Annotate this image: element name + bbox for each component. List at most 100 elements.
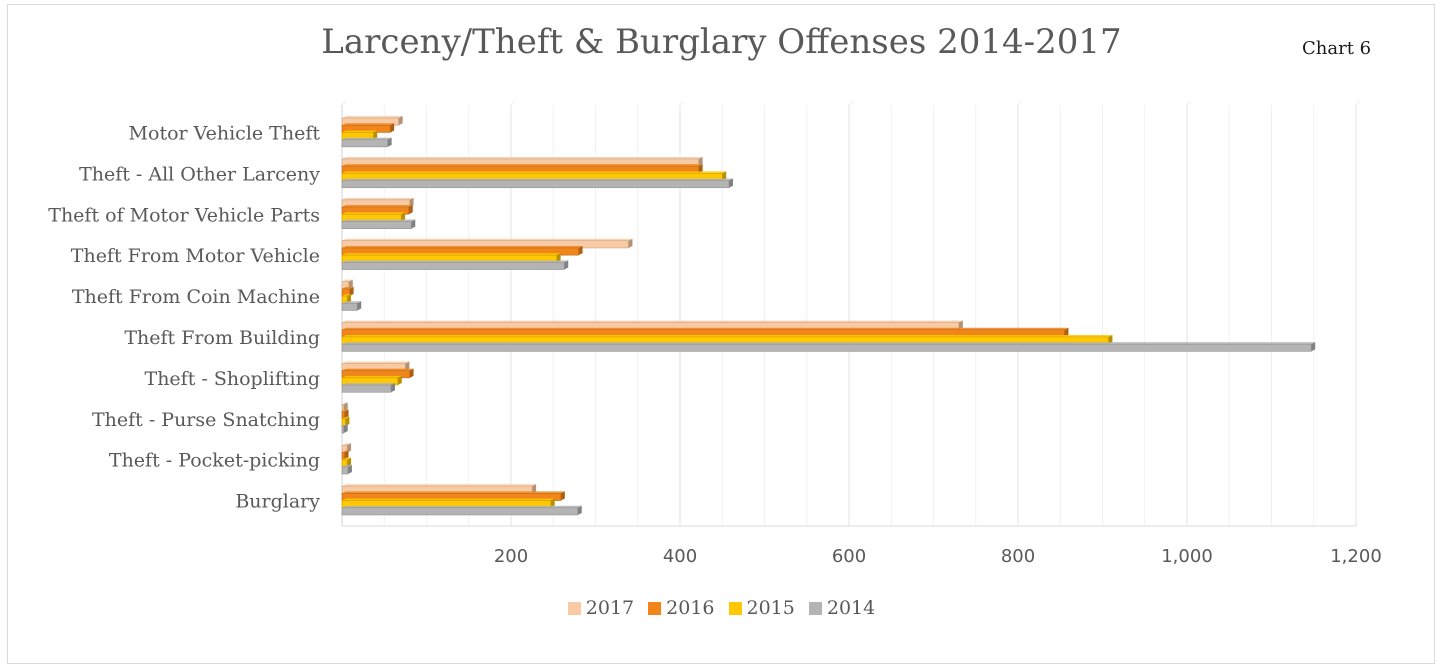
bar-top-face [342,301,362,304]
bar-end-face [550,498,555,508]
bar-top-face [342,416,350,419]
bar-chart-plot: Motor Vehicle Theft Theft - All Other Lar… [48,100,1382,567]
legend-swatch [808,601,822,615]
gridline-depth [341,100,347,106]
legend-swatch [648,601,662,615]
gridline-depth [510,100,516,106]
bar-top-face [342,320,963,323]
bar-end-face [958,320,963,330]
bar-top-face [342,464,352,467]
bar-2014 [341,466,349,475]
bar-top-face [342,402,348,405]
bar-top-face [342,484,537,487]
bar-top-face [342,383,396,386]
bar-top-face [342,123,395,126]
bar-top-face [342,260,569,263]
legend-item-2017: 2017 [567,597,635,619]
bar-top-face [342,327,1069,330]
category-label: Theft - Pocket-picking [109,450,320,472]
bar-top-face [342,171,727,174]
bar-top-face [342,457,352,460]
category-label: Burglary [235,491,320,513]
legend-label: 2017 [585,597,635,619]
bar-end-face [577,505,582,515]
x-tick-label: 1,000 [1161,546,1213,567]
bar-2014 [341,384,392,393]
bar-end-face [405,361,410,371]
bar-end-face [578,245,583,256]
bar-top-face [342,368,414,371]
bar-end-face [344,409,349,419]
bar-end-face [564,260,569,270]
bar-end-face [560,491,565,501]
bar-top-face [342,443,352,446]
bar-top-face [342,212,406,215]
bar-top-face [342,342,1316,345]
bar-2014 [341,262,565,270]
bar-end-face [344,450,349,460]
bar-top-face [342,505,582,508]
bar-top-face [342,361,410,364]
chart-legend: 2017 2016 2015 2014 [0,597,1443,619]
bar-end-face [532,484,537,494]
bar-2014 [341,139,388,148]
gridline-depth [848,100,854,106]
category-label: Theft - Shoplifting [145,368,320,390]
bar-top-face [342,450,349,453]
gridline-depth [1355,100,1361,106]
bar-top-face [342,334,1113,337]
chart-title: Larceny/Theft & Burglary Offenses 2014-2… [321,22,1122,62]
category-label: Theft From Coin Machine [72,286,320,308]
bar-end-face [347,443,352,453]
bar-end-face [347,294,352,304]
legend-swatch [567,601,581,615]
x-tick-label: 200 [494,546,528,567]
bar-top-face [342,491,565,494]
x-tick-label: 800 [1001,546,1035,567]
category-label: Theft From Building [124,327,320,349]
bar-end-face [391,383,396,393]
bar-end-face [357,301,362,311]
bar-top-face [342,375,402,378]
bar-2017 [341,404,344,412]
x-tick-label: 1,200 [1330,546,1382,567]
bar-2014 [341,221,412,229]
bar-2016 [341,411,345,420]
bar-top-face [342,137,392,140]
bar-top-face [342,130,378,133]
bar-top-face [342,253,561,256]
bar-end-face [556,253,561,263]
bar-2016 [341,452,345,460]
bar-end-face [1108,334,1113,345]
bar-end-face [345,416,350,426]
bar-2014 [341,302,358,311]
bar-end-face [347,457,352,467]
bar-end-face [397,375,402,386]
bar-end-face [398,116,403,126]
bar-end-face [628,238,633,248]
bar-end-face [1311,342,1316,352]
bar-end-face [348,279,353,289]
bar-top-face [342,409,349,412]
bar-top-face [342,245,583,248]
bar-end-face [722,171,727,181]
legend-swatch [728,601,742,615]
bars [341,116,1316,516]
category-label: Motor Vehicle Theft [129,122,321,144]
bar-end-face [343,402,348,412]
bar-top-face [342,164,703,167]
category-label: Theft - All Other Larceny [79,163,320,185]
gridline-depth [1017,100,1023,106]
bar-end-face [698,164,703,174]
bar-top-face [342,219,416,222]
bar-end-face [347,464,352,475]
bar-end-face [408,205,413,215]
gridline-depth [1186,100,1192,106]
bar-top-face [342,178,734,181]
category-label: Theft From Motor Vehicle [71,245,320,267]
bar-end-face [343,423,348,434]
category-label: Theft - Purse Snatching [92,409,320,431]
x-tick-label: 600 [832,546,866,567]
bar-top-face [342,286,354,289]
legend-label: 2014 [826,597,876,619]
